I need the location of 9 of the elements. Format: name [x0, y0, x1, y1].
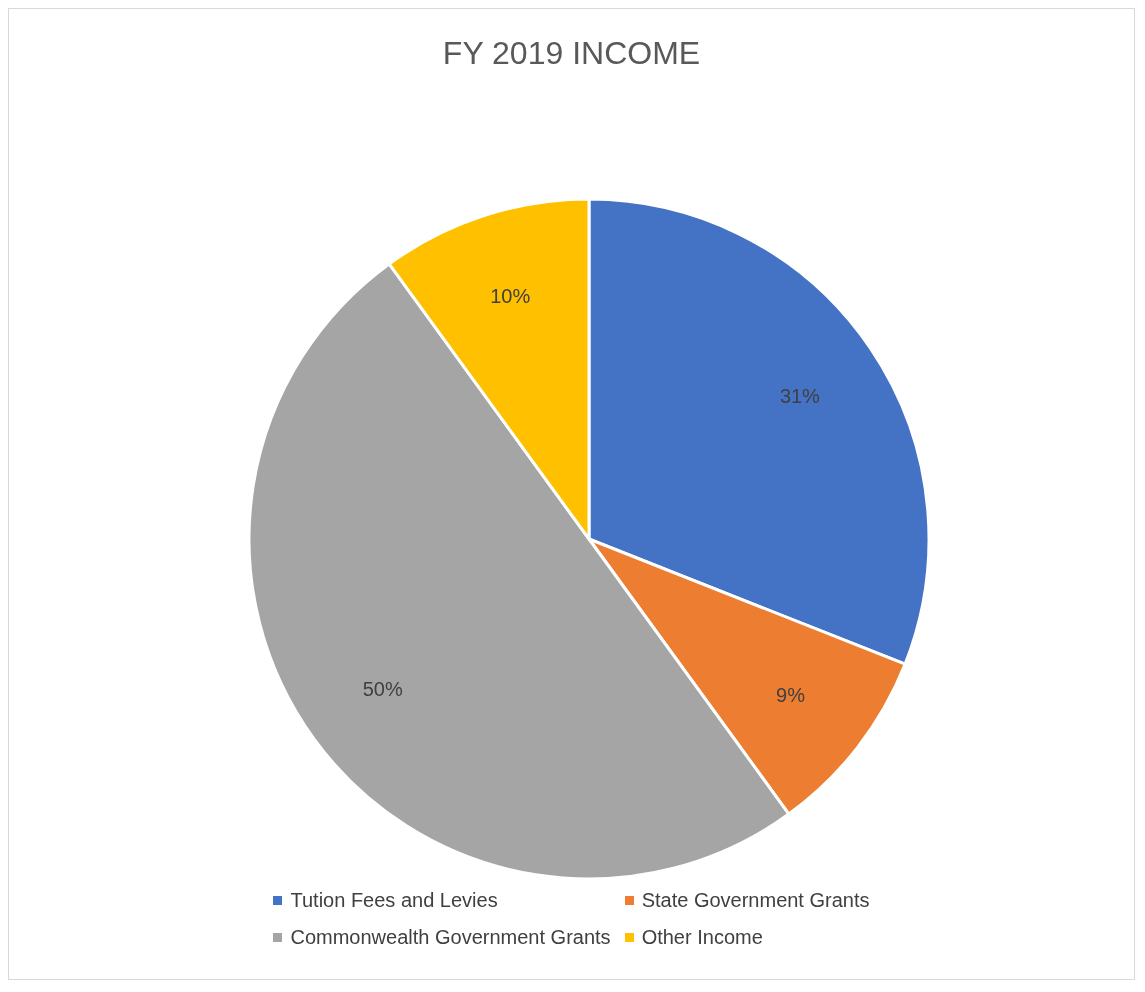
- data-label: 10%: [490, 285, 531, 308]
- data-label: 9%: [776, 684, 806, 707]
- legend-label: State Government Grants: [641, 889, 870, 912]
- data-label: 50%: [362, 677, 403, 700]
- data-label: 31%: [779, 384, 821, 407]
- legend-label: Tution Fees and Levies: [290, 889, 498, 912]
- chart-title: FY 2019 INCOME: [441, 35, 702, 72]
- legend-label: Other Income: [641, 926, 763, 949]
- legend-label: Commonwealth Government Grants: [290, 926, 611, 949]
